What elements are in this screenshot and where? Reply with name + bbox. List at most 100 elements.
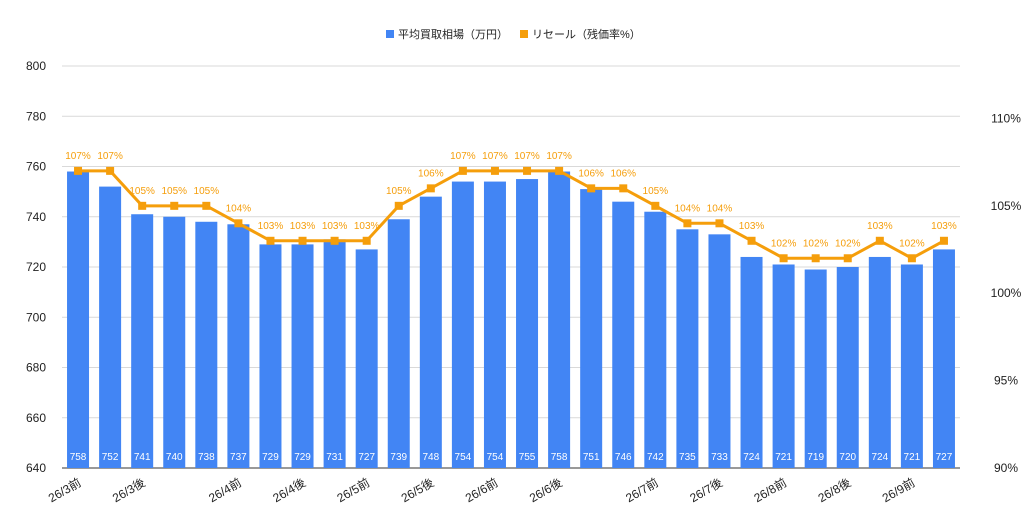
line-point <box>875 236 884 245</box>
bar-data-label: 727 <box>358 452 375 463</box>
y-left-tick-label: 660 <box>26 411 46 425</box>
x-tick-label: 26/9前 <box>879 475 917 506</box>
line-point <box>779 254 788 263</box>
line-point <box>555 166 564 175</box>
bar <box>740 256 763 468</box>
x-tick-label: 26/4前 <box>206 475 244 506</box>
bar-data-label: 741 <box>134 452 151 463</box>
line-point <box>74 166 83 175</box>
line-point <box>651 201 660 210</box>
bar-data-label: 735 <box>679 452 696 463</box>
line-data-label: 102% <box>899 238 925 249</box>
bar <box>516 179 539 468</box>
y-left-tick-label: 780 <box>26 109 46 123</box>
line-data-label: 107% <box>450 151 476 162</box>
bar-data-label: 739 <box>390 452 407 463</box>
line-point <box>811 254 820 263</box>
bar <box>612 201 635 469</box>
bar <box>676 229 699 468</box>
bar-data-label: 740 <box>166 452 183 463</box>
line-point <box>234 219 243 228</box>
bar-data-label: 754 <box>487 452 504 463</box>
line-point <box>298 236 307 245</box>
bar-data-label: 727 <box>936 452 953 463</box>
line-point <box>523 166 532 175</box>
y-left-tick-label: 680 <box>26 361 46 375</box>
line-data-label: 103% <box>290 221 316 232</box>
y-left-tick-label: 760 <box>26 160 46 174</box>
x-tick-label: 26/4後 <box>270 475 308 505</box>
x-tick-label: 26/6前 <box>462 475 500 506</box>
y-left-tick-label: 800 <box>26 59 46 73</box>
bar-data-label: 729 <box>294 452 311 463</box>
line-data-label: 103% <box>867 221 893 232</box>
line-point <box>619 184 628 193</box>
line-point <box>394 201 403 210</box>
bar <box>163 216 186 468</box>
line-data-label: 107% <box>546 151 572 162</box>
bar-data-label: 755 <box>519 452 536 463</box>
bar <box>227 224 250 468</box>
x-tick-label: 26/8前 <box>751 475 789 506</box>
line-data-label: 105% <box>129 186 155 197</box>
bar <box>387 219 410 468</box>
bar-data-label: 742 <box>647 452 664 463</box>
legend-swatch-bar <box>386 30 394 38</box>
bar-data-label: 754 <box>455 452 472 463</box>
line-data-label: 103% <box>258 221 284 232</box>
y-right-tick-label: 105% <box>991 199 1022 213</box>
bar <box>644 211 667 468</box>
bar-data-label: 746 <box>615 452 632 463</box>
bar <box>291 244 314 468</box>
line-point <box>106 166 115 175</box>
y-left-tick-label: 700 <box>26 310 46 324</box>
series-line <box>78 169 945 260</box>
line-point <box>170 201 179 210</box>
legend-label-bar: 平均買取相場（万円） <box>398 28 508 41</box>
bar-data-label: 738 <box>198 452 215 463</box>
bar <box>67 171 90 468</box>
bar-data-label: 719 <box>807 452 824 463</box>
line-data-label: 104% <box>707 203 733 214</box>
line-data-label: 106% <box>610 168 636 179</box>
line-point <box>747 236 756 245</box>
bar <box>772 264 795 468</box>
line-data-label: 106% <box>418 168 444 179</box>
line-data-label: 107% <box>97 151 123 162</box>
line-series: 107% 107% 105% 105% 105% 104% 103% 103% 103% 103%… <box>65 151 957 263</box>
line-point <box>939 236 948 245</box>
bar <box>259 244 282 468</box>
line-data-label: 105% <box>386 186 412 197</box>
bar <box>580 189 603 469</box>
line-data-label: 103% <box>322 221 348 232</box>
line-point <box>362 236 371 245</box>
x-tick-label: 26/3後 <box>110 475 148 505</box>
bar-data-label: 720 <box>839 452 856 463</box>
legend-swatch-line <box>520 30 528 38</box>
line-data-label: 106% <box>578 168 604 179</box>
line-data-label: 102% <box>771 238 797 249</box>
line-point <box>330 236 339 245</box>
bar-data-label: 729 <box>262 452 279 463</box>
bar-data-label: 733 <box>711 452 728 463</box>
bar <box>836 267 859 468</box>
bar <box>131 214 154 468</box>
bar <box>195 221 218 468</box>
line-point <box>458 166 467 175</box>
bar <box>99 186 122 468</box>
y-axis-right: 90% 95% 100% 105% 110% <box>991 111 1022 475</box>
x-axis: 26/3前 26/3後 26/4前 26/4後 26/5前 26/5後 26/6前 26/6後… <box>45 475 917 506</box>
bar-data-label: 751 <box>583 452 600 463</box>
line-point <box>683 219 692 228</box>
bar <box>932 249 955 468</box>
y-left-tick-label: 640 <box>26 461 46 475</box>
line-data-label: 105% <box>161 186 187 197</box>
line-point <box>490 166 499 175</box>
bar <box>451 181 474 468</box>
line-data-label: 105% <box>643 186 669 197</box>
line-data-label: 103% <box>354 221 380 232</box>
bar <box>548 171 571 468</box>
bar <box>419 196 442 468</box>
legend-label-line: リセール（残価率%） <box>532 27 641 41</box>
